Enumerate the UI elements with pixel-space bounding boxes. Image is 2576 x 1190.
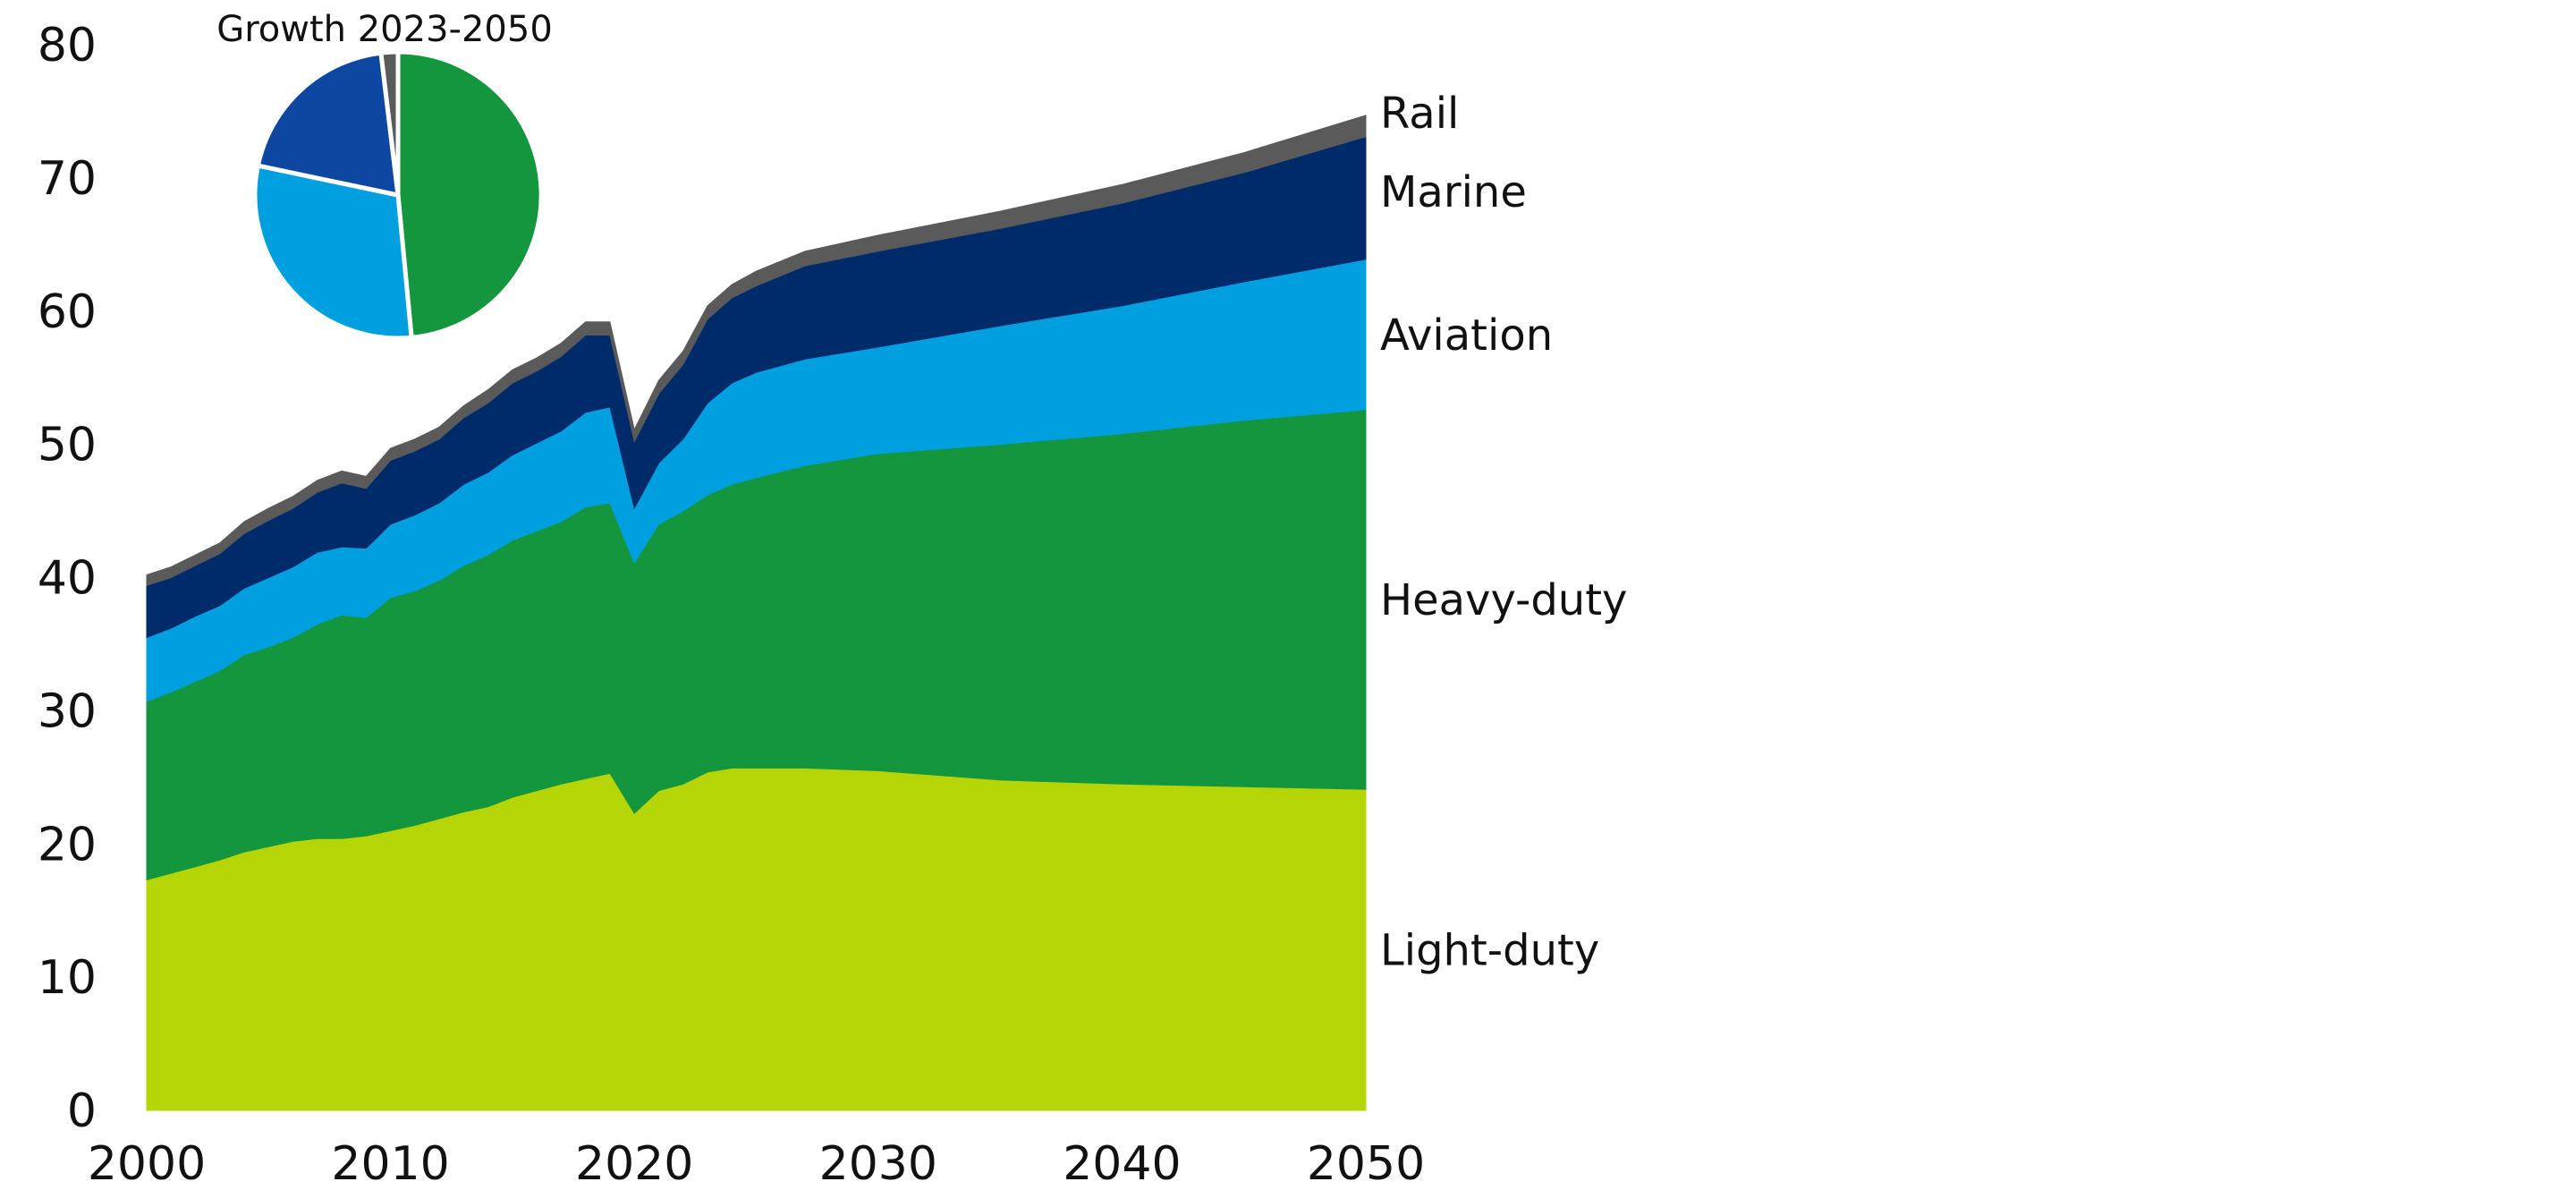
y-tick-label: 20 bbox=[38, 818, 97, 871]
x-tick-label: 2020 bbox=[575, 1137, 693, 1190]
x-axis-ticks: 2000 2010 2020 2030 2040 2050 bbox=[88, 1137, 1425, 1190]
y-tick-label: 50 bbox=[38, 419, 97, 472]
y-tick-label: 60 bbox=[38, 285, 97, 339]
pie-title: Growth 2023-2050 bbox=[216, 9, 553, 50]
y-axis-ticks: 0 10 20 30 40 50 60 70 80 bbox=[38, 19, 97, 1138]
series-label-marine: Marine bbox=[1380, 167, 1527, 217]
y-tick-label: 30 bbox=[38, 684, 97, 738]
pie-slice-rail bbox=[378, 49, 401, 198]
series-label-aviation: Aviation bbox=[1380, 310, 1553, 361]
area-rail bbox=[146, 115, 1367, 587]
pie-slice-heavy-duty bbox=[395, 49, 544, 340]
y-tick-label: 70 bbox=[38, 152, 97, 206]
y-tick-label: 80 bbox=[38, 19, 97, 72]
x-tick-label: 2040 bbox=[1063, 1137, 1181, 1190]
series-label-light-duty: Light-duty bbox=[1380, 926, 1599, 976]
pie-slice-marine bbox=[255, 50, 401, 198]
growth-pie-chart: Growth 2023-2050 bbox=[216, 9, 553, 341]
x-tick-label: 2030 bbox=[819, 1137, 937, 1190]
series-label-rail: Rail bbox=[1380, 89, 1459, 139]
series-label-heavy-duty: Heavy-duty bbox=[1380, 575, 1627, 625]
series-labels: Light-duty Heavy-duty Aviation Marine Rail bbox=[1380, 89, 1627, 976]
y-tick-label: 0 bbox=[67, 1084, 97, 1138]
y-tick-label: 10 bbox=[38, 951, 97, 1005]
y-tick-label: 40 bbox=[38, 552, 97, 606]
x-tick-label: 2010 bbox=[331, 1137, 449, 1190]
stacked-areas bbox=[146, 115, 1367, 1111]
x-tick-label: 2050 bbox=[1307, 1137, 1425, 1190]
x-tick-label: 2000 bbox=[88, 1137, 206, 1190]
pie-slice-aviation bbox=[252, 163, 414, 341]
